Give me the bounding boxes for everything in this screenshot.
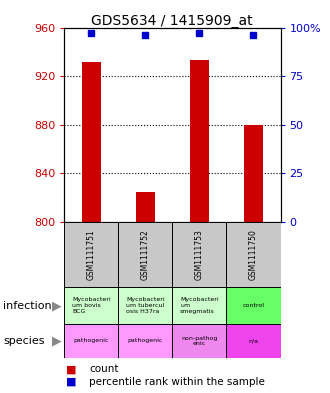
Text: Mycobacteri
um
smegmatis: Mycobacteri um smegmatis [180,297,219,314]
Text: GSM1111753: GSM1111753 [195,229,204,280]
Text: GSM1111751: GSM1111751 [87,229,96,280]
Text: count: count [89,364,118,375]
Bar [226,324,280,358]
Text: control: control [243,303,264,308]
Text: n/a: n/a [248,338,258,343]
Bar [173,324,226,358]
Text: ■: ■ [66,364,77,375]
Bar [118,324,173,358]
Bar [64,324,118,358]
Text: pathogenic: pathogenic [128,338,163,343]
Text: Mycobacteri
um bovis
BCG: Mycobacteri um bovis BCG [72,297,111,314]
Bar [64,222,118,287]
Text: pathogenic: pathogenic [74,338,109,343]
Text: ■: ■ [66,377,77,387]
Text: ▶: ▶ [52,299,62,312]
Bar [118,222,173,287]
Text: GDS5634 / 1415909_at: GDS5634 / 1415909_at [91,14,253,28]
Bar [226,287,280,324]
Bar [82,62,101,222]
Bar [136,192,155,222]
Bar [244,125,263,222]
Bar [226,222,280,287]
Bar [190,61,209,222]
Bar [64,287,118,324]
Text: percentile rank within the sample: percentile rank within the sample [89,377,265,387]
Text: GSM1111752: GSM1111752 [141,229,150,280]
Text: GSM1111750: GSM1111750 [249,229,258,280]
Text: infection: infection [3,301,52,311]
Bar [118,287,173,324]
Bar [173,287,226,324]
Text: species: species [3,336,45,346]
Bar [173,222,226,287]
Text: ▶: ▶ [52,334,62,348]
Text: non-pathog
enic: non-pathog enic [181,336,217,346]
Text: Mycobacteri
um tubercul
osis H37ra: Mycobacteri um tubercul osis H37ra [126,297,165,314]
